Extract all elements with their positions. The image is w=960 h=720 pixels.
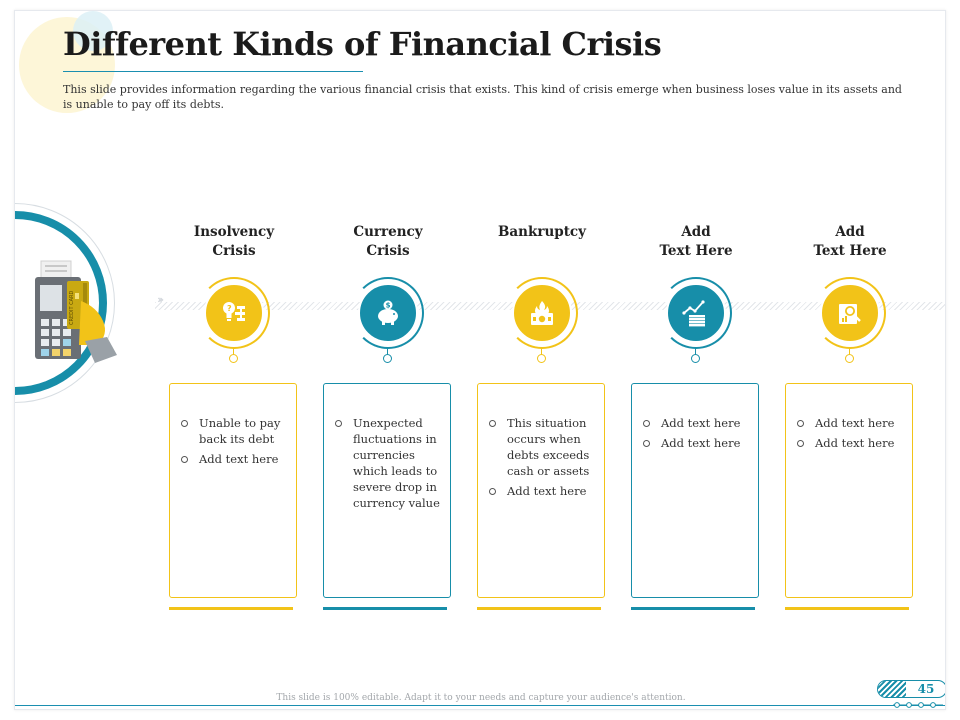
list-item: Add text here (796, 435, 902, 451)
card-underline (631, 607, 755, 610)
step-card: Unable to pay back its debt Add text her… (169, 383, 297, 598)
list-item: Add text here (796, 415, 902, 431)
bullet-list: Unable to pay back its debt Add text her… (180, 415, 286, 467)
step-badge: ? (204, 283, 264, 343)
step-card: This situation occurs when debts exceeds… (477, 383, 605, 598)
dots-connector-icon (893, 702, 943, 708)
bullet-list: This situation occurs when debts exceeds… (488, 415, 594, 499)
card-underline (323, 607, 447, 610)
page-number-badge: 45 (877, 680, 945, 698)
step-title-line: Add (835, 224, 865, 240)
step-title: Add Text Here (631, 223, 761, 261)
step-title-line: Crisis (366, 243, 410, 259)
step-title: Bankruptcy (477, 223, 607, 242)
list-item: Add text here (180, 451, 286, 467)
slide: Different Kinds of Financial Crisis This… (14, 10, 946, 710)
step-card: Add text here Add text here (785, 383, 913, 598)
list-item: Add text here (488, 483, 594, 499)
bullet-list: Add text here Add text here (642, 415, 748, 451)
title-underline (63, 71, 363, 72)
svg-text:$: $ (386, 302, 391, 310)
list-item: Unable to pay back its debt (180, 415, 286, 447)
connector-stem (387, 347, 388, 355)
hero-illustration: CREDIT CARD (15, 203, 155, 403)
step-title-line: Bankruptcy (498, 224, 586, 240)
connector-node (383, 354, 392, 363)
badge-halo (198, 277, 270, 349)
page-number: 45 (917, 682, 935, 696)
step-title-line: Text Here (659, 243, 733, 259)
connector-stem (695, 347, 696, 355)
step-title: Add Text Here (785, 223, 915, 261)
decorative-circle (73, 11, 113, 51)
chevrons-icon: ››› (157, 293, 164, 306)
svg-text:?: ? (227, 304, 232, 313)
badge-halo (352, 277, 424, 349)
connector-stem (849, 347, 850, 355)
coins-chart-icon (682, 300, 705, 327)
step-badge (512, 283, 572, 343)
step-badge: $ (358, 283, 418, 343)
magnifier-report-icon (839, 304, 861, 324)
connector-node (229, 354, 238, 363)
step-title-line: Crisis (212, 243, 256, 259)
slide-subtitle: This slide provides information regardin… (63, 83, 902, 111)
lightbulb-icon: ? (223, 302, 245, 321)
slide-title: Different Kinds of Financial Crisis (63, 25, 662, 63)
connector-node (845, 354, 854, 363)
list-item: Add text here (642, 415, 748, 431)
connector-node (537, 354, 546, 363)
connector-stem (541, 347, 542, 355)
footer-rule (15, 705, 945, 706)
connector-node (691, 354, 700, 363)
step-badge (820, 283, 880, 343)
connector-stem (233, 347, 234, 355)
badge-halo (506, 277, 578, 349)
step-title-line: Currency (353, 224, 423, 240)
burning-money-icon (531, 301, 553, 325)
step-title: Insolvency Crisis (169, 223, 299, 261)
bullet-list: Unexpected fluctuations in currencies wh… (334, 415, 440, 511)
card-underline (169, 607, 293, 610)
step-title: Currency Crisis (323, 223, 453, 261)
list-item: Add text here (642, 435, 748, 451)
card-underline (785, 607, 909, 610)
list-item: This situation occurs when debts exceeds… (488, 415, 594, 479)
list-item: Unexpected fluctuations in currencies wh… (334, 415, 440, 511)
step-card: Add text here Add text here (631, 383, 759, 598)
card-underline (477, 607, 601, 610)
card-payment-terminal-icon: CREDIT CARD (35, 260, 117, 363)
footer-note: This slide is 100% editable. Adapt it to… (276, 693, 686, 703)
bullet-list: Add text here Add text here (796, 415, 902, 451)
step-title-line: Insolvency (193, 224, 275, 240)
hatch-pattern (878, 681, 906, 697)
piggy-bank-icon: $ (378, 300, 398, 325)
step-title-line: Text Here (813, 243, 887, 259)
badge-halo (814, 277, 886, 349)
badge-halo (660, 277, 732, 349)
step-badge (666, 283, 726, 343)
card-label: CREDIT CARD (69, 291, 75, 325)
step-card: Unexpected fluctuations in currencies wh… (323, 383, 451, 598)
step-title-line: Add (681, 224, 711, 240)
